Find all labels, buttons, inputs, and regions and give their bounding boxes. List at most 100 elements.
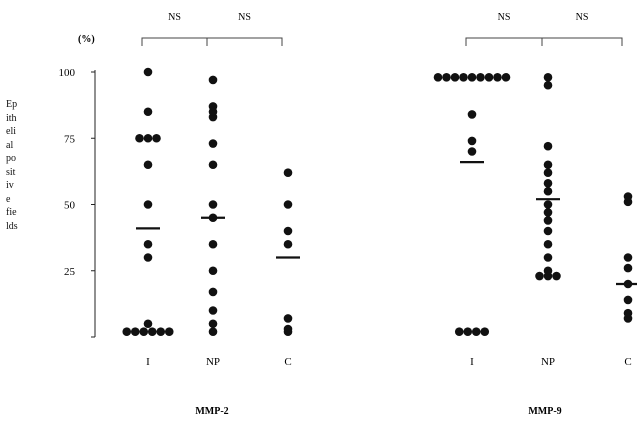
- y-axis-label-line: sit: [6, 166, 16, 178]
- data-point: [467, 73, 477, 82]
- data-point: [543, 208, 553, 217]
- data-point: [467, 136, 477, 146]
- y-axis-label-line: Ep: [6, 99, 18, 110]
- data-point: [543, 186, 553, 196]
- data-point: [543, 216, 553, 225]
- x-tick-label: I: [146, 356, 150, 368]
- data-point: [543, 266, 553, 276]
- y-tick-label: 25: [64, 266, 76, 278]
- data-point: [543, 226, 553, 236]
- mmp2-panel: 25 50 75 100 (%) NS NS I NP C MMP-2: [59, 12, 300, 417]
- data-point: [143, 107, 153, 117]
- data-point: [208, 287, 218, 297]
- data-point: [156, 327, 166, 337]
- data-point: [283, 314, 293, 323]
- y-axis-label-line: po: [6, 153, 16, 164]
- x-tick-label: C: [624, 356, 631, 368]
- data-point: [143, 67, 153, 77]
- data-point: [543, 239, 553, 249]
- data-point: [208, 160, 218, 170]
- data-point: [493, 73, 502, 82]
- data-point: [143, 133, 153, 143]
- data-point: [467, 147, 477, 156]
- data-point: [283, 200, 293, 209]
- data-point: [208, 319, 218, 329]
- y-axis-label-line: lds: [6, 220, 18, 232]
- data-point: [283, 324, 293, 334]
- data-point: [543, 179, 553, 188]
- y-axis-label-line: al: [6, 139, 14, 151]
- data-point: [543, 160, 553, 170]
- data-point: [476, 73, 485, 82]
- y-axis-label-line: fie: [6, 207, 17, 218]
- data-point: [130, 327, 140, 337]
- data-point: [139, 327, 149, 337]
- data-point: [143, 160, 153, 170]
- data-point: [208, 139, 218, 148]
- data-point: [543, 168, 553, 177]
- data-point: [623, 192, 633, 201]
- y-axis-label-line: iv: [6, 180, 14, 191]
- data-point: [543, 141, 553, 151]
- data-point: [501, 73, 511, 82]
- data-point: [471, 327, 481, 337]
- mmp9-panel: NS NS I NP C MMP-9: [433, 12, 637, 417]
- data-point: [147, 327, 157, 337]
- y-tick-label: 50: [64, 200, 76, 212]
- data-point: [480, 327, 490, 337]
- data-point: [143, 239, 153, 249]
- significance-label: NS: [576, 12, 589, 23]
- y-axis-label-line: e: [6, 193, 11, 205]
- data-point: [208, 239, 218, 249]
- data-point: [623, 263, 633, 273]
- data-point: [467, 110, 477, 119]
- data-point: [283, 168, 293, 177]
- panel-title: MMP-2: [195, 406, 228, 417]
- data-point: [143, 200, 153, 209]
- data-point: [442, 73, 451, 82]
- data-point: [135, 133, 144, 143]
- data-point: [623, 308, 633, 318]
- y-axis-label-line: eli: [6, 126, 16, 137]
- data-point: [543, 200, 553, 209]
- significance-bracket: [141, 37, 208, 46]
- data-point: [433, 73, 443, 82]
- y-unit-label: (%): [78, 34, 95, 45]
- x-tick-label: C: [284, 356, 291, 368]
- data-point: [208, 75, 218, 85]
- data-point: [450, 73, 460, 82]
- y-tick-label: 75: [64, 133, 76, 145]
- x-tick-label: NP: [541, 356, 555, 368]
- data-point: [543, 73, 553, 82]
- significance-bracket: [541, 37, 623, 46]
- data-point: [208, 327, 218, 337]
- y-axis-label-line: ith: [6, 112, 17, 124]
- data-point: [484, 73, 494, 82]
- data-point: [463, 327, 473, 337]
- y-axis-label: Ep ith eli al po sit iv e fie lds: [6, 98, 36, 233]
- data-point: [459, 73, 468, 82]
- panel-title: MMP-9: [528, 406, 561, 417]
- significance-label: NS: [238, 12, 251, 23]
- data-point: [208, 200, 218, 209]
- data-point: [552, 271, 561, 281]
- data-point: [143, 319, 153, 329]
- data-point: [535, 271, 544, 281]
- data-point: [283, 226, 293, 236]
- data-point: [543, 80, 553, 90]
- data-point: [143, 253, 153, 262]
- significance-bracket: [206, 37, 283, 46]
- significance-label: NS: [498, 12, 511, 23]
- data-point: [164, 327, 174, 337]
- data-point: [454, 327, 464, 337]
- data-point: [122, 327, 132, 337]
- y-tick-label: 100: [59, 67, 76, 79]
- significance-label: NS: [168, 12, 181, 23]
- data-point: [283, 239, 293, 249]
- data-point: [208, 102, 218, 111]
- x-tick-label: I: [470, 356, 474, 368]
- data-point: [623, 295, 633, 305]
- data-point: [152, 133, 161, 143]
- data-point: [623, 253, 633, 262]
